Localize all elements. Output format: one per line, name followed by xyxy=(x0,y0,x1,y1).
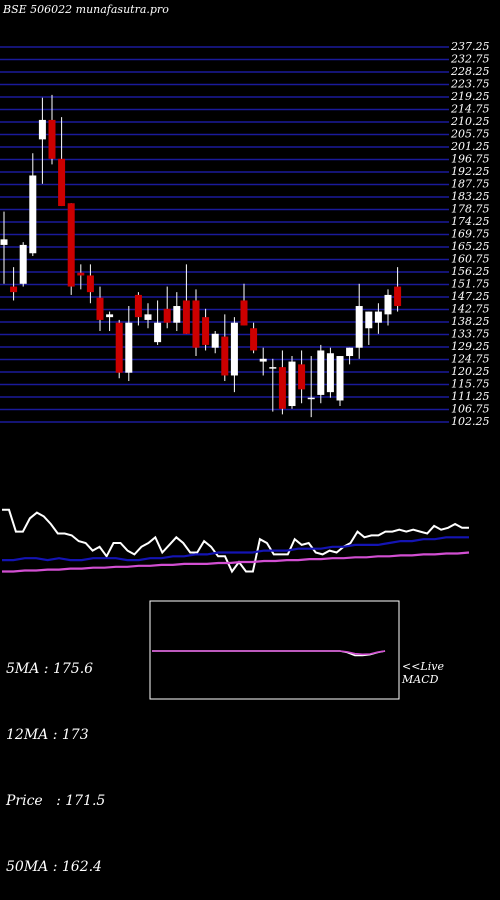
candle-down xyxy=(134,294,142,318)
ma50-stat: 50MA : 162.4 xyxy=(6,859,102,875)
macd-label: MACD xyxy=(402,673,439,686)
candle-down xyxy=(163,308,171,323)
candle-down xyxy=(86,275,94,293)
candle-down xyxy=(67,203,75,287)
price-tick-label: 156.25 xyxy=(451,265,490,278)
price-tick-label: 142.75 xyxy=(451,303,490,316)
price-tick-label: 115.75 xyxy=(451,378,490,391)
price-tick-label: 151.75 xyxy=(451,278,490,291)
price-tick-label: 228.25 xyxy=(450,65,490,78)
live-macd-label: <<Live MACD xyxy=(402,660,444,686)
candle-up xyxy=(374,311,382,323)
price-tick-label: 124.75 xyxy=(451,353,490,366)
candle-up xyxy=(38,119,46,140)
candle-up xyxy=(307,397,315,400)
candle-up xyxy=(106,314,114,318)
moving-average-panel xyxy=(2,508,470,574)
price-tick-label: 169.75 xyxy=(451,228,490,241)
price-tick-label: 183.25 xyxy=(451,190,490,203)
price-tick-label: 111.25 xyxy=(451,390,490,403)
candle-up xyxy=(288,361,296,407)
candle-down xyxy=(96,297,104,320)
ma12-stat: 12MA : 173 xyxy=(6,727,89,743)
symbol-label: BSE 506022 xyxy=(3,3,73,16)
price-tick-label: 102.25 xyxy=(451,415,490,428)
candle-up xyxy=(173,306,181,323)
price-tick-label: 174.25 xyxy=(451,215,490,228)
candle-down xyxy=(394,286,402,307)
price-tick-label: 160.75 xyxy=(451,253,490,266)
candle-down xyxy=(182,300,190,334)
indicator-line-1 xyxy=(2,536,469,562)
candle-up xyxy=(29,175,37,254)
macd-line-1 xyxy=(152,650,386,656)
candle-up xyxy=(269,367,277,369)
candle-up xyxy=(336,356,344,401)
candle-up xyxy=(154,322,162,343)
price-tick-label: 129.25 xyxy=(451,340,490,353)
price-tick-label: 219.25 xyxy=(450,90,490,103)
indicator-line-0 xyxy=(2,508,469,574)
price-tick-label: 138.25 xyxy=(451,315,490,328)
price-tick-label: 223.75 xyxy=(450,78,490,91)
candle-down xyxy=(115,322,123,373)
candle-down xyxy=(278,367,286,409)
candle-up xyxy=(19,244,27,284)
price-tick-label: 120.25 xyxy=(451,365,490,378)
price-stat: Price : 171.5 xyxy=(6,793,106,809)
chart-header: BSE 506022 munafasutra.pro xyxy=(3,3,169,16)
candle-down xyxy=(77,272,85,276)
candle-down xyxy=(221,336,229,376)
price-tick-label: 133.75 xyxy=(451,328,490,341)
candle-down xyxy=(10,286,18,293)
macd-frame xyxy=(149,600,400,700)
price-tick-label: 165.25 xyxy=(451,240,490,253)
candle-up xyxy=(211,333,219,348)
candle-up xyxy=(326,353,334,393)
price-tick-label: 205.75 xyxy=(450,128,490,141)
candle-down xyxy=(58,158,66,207)
indicator-line-2 xyxy=(2,551,470,573)
price-axis-labels: 237.25232.75228.25223.75219.25214.75210.… xyxy=(450,40,490,428)
candle-up xyxy=(365,311,373,329)
site-label: munafasutra.pro xyxy=(75,3,169,16)
candle-down xyxy=(240,300,248,326)
price-tick-label: 192.25 xyxy=(451,165,490,178)
ma5-stat: 5MA : 175.6 xyxy=(6,661,94,677)
candlestick-series xyxy=(0,94,402,418)
macd-panel xyxy=(149,600,400,700)
stock-chart: 237.25232.75228.25223.75219.25214.75210.… xyxy=(0,40,490,700)
candle-down xyxy=(298,364,306,390)
price-tick-label: 178.75 xyxy=(451,203,490,216)
candle-up xyxy=(317,350,325,395)
stats-box: 5MA : 175.6 12MA : 173 Price : 171.5 50M… xyxy=(6,614,105,900)
candle-up xyxy=(0,239,8,245)
live-label: <<Live xyxy=(402,660,444,673)
candle-up xyxy=(230,322,238,376)
price-tick-label: 214.75 xyxy=(450,103,490,116)
candle-down xyxy=(250,328,258,351)
candle-up xyxy=(346,347,354,357)
candle-down xyxy=(48,119,56,159)
price-tick-label: 201.25 xyxy=(450,140,490,153)
price-tick-label: 147.25 xyxy=(451,290,490,303)
price-tick-label: 196.75 xyxy=(451,153,490,166)
candle-down xyxy=(202,317,210,345)
candle-up xyxy=(355,306,363,348)
candle-up xyxy=(144,314,152,320)
price-tick-label: 210.25 xyxy=(450,115,490,128)
price-tick-label: 237.25 xyxy=(450,40,490,53)
candle-down xyxy=(192,300,200,348)
candle-up xyxy=(259,358,267,362)
price-tick-label: 187.75 xyxy=(451,178,490,191)
price-tick-label: 106.75 xyxy=(451,403,490,416)
price-tick-label: 232.75 xyxy=(450,53,490,66)
candle-up xyxy=(384,294,392,315)
candle-up xyxy=(125,322,133,373)
